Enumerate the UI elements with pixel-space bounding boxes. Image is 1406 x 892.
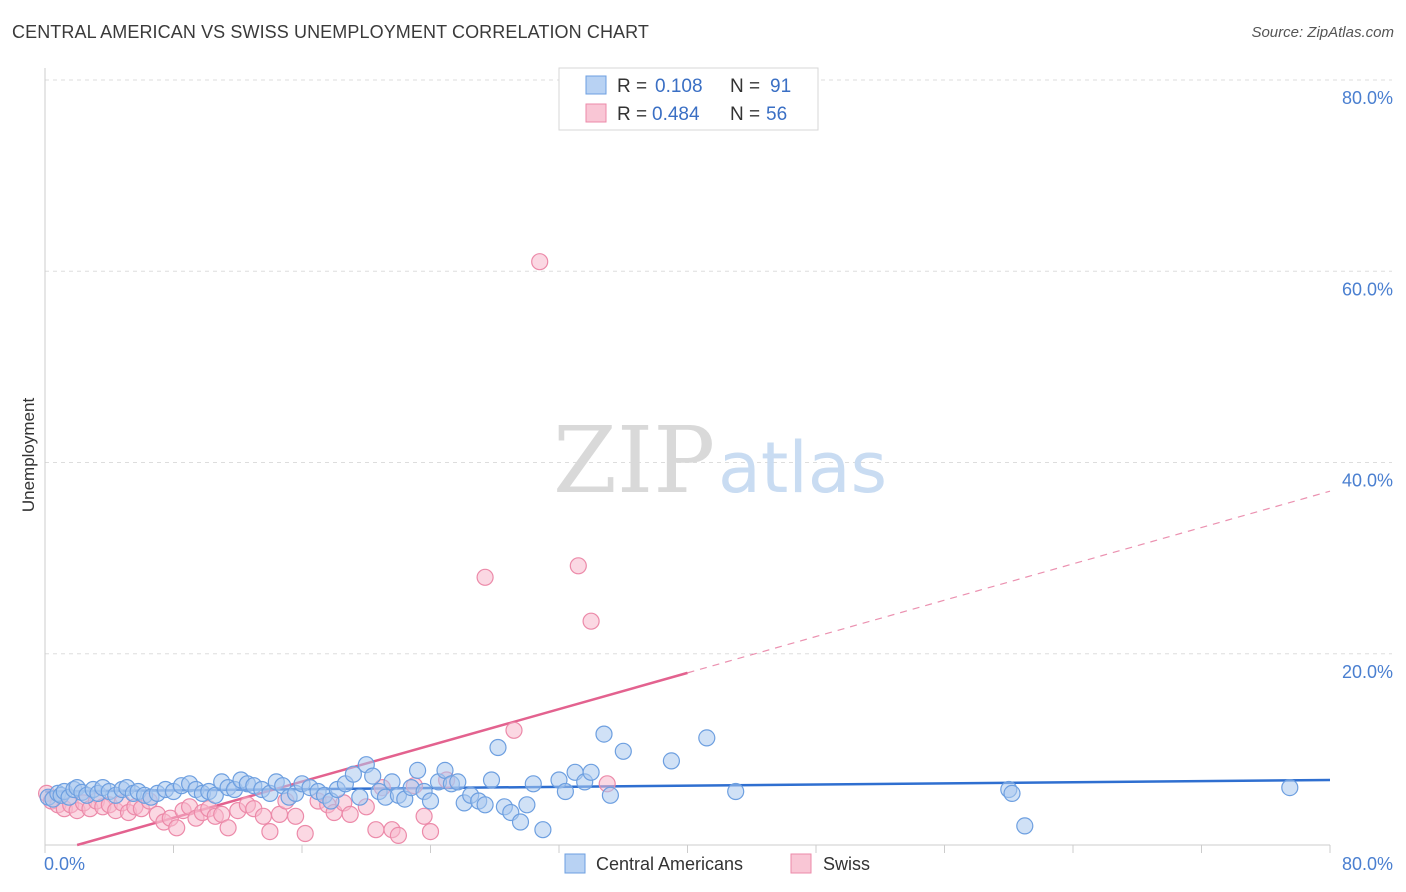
legend-r-label-2: R = — [617, 104, 647, 125]
point-central-americans-49 — [344, 765, 362, 783]
watermark: ZIP atlas — [553, 407, 887, 514]
point-swiss-33 — [261, 822, 279, 841]
series-legend-swatch-central-americans — [564, 853, 586, 874]
y-tick-label-1: 40.0% — [1342, 471, 1393, 491]
legend-r-value-2: 0.484 — [652, 104, 700, 125]
chart-title: CENTRAL AMERICAN VS SWISS UNEMPLOYMENT C… — [12, 22, 650, 42]
x-tick-label-0: 0.0% — [44, 854, 85, 874]
legend-r-label-1: R = — [617, 76, 647, 97]
point-swiss-42 — [341, 805, 359, 824]
point-central-americans-69 — [476, 796, 494, 814]
point-central-americans-79 — [556, 782, 575, 801]
point-central-americans-87 — [698, 729, 716, 747]
point-swiss-55 — [582, 612, 600, 630]
point-central-americans-70 — [482, 771, 501, 789]
point-central-americans-71 — [489, 738, 507, 757]
point-central-americans-74 — [511, 813, 530, 831]
point-central-americans-75 — [518, 796, 536, 814]
point-swiss-53 — [531, 253, 549, 271]
point-central-americans-86 — [662, 752, 681, 770]
point-swiss-54 — [569, 557, 587, 575]
point-swiss-49 — [415, 807, 433, 825]
point-swiss-20 — [168, 819, 186, 837]
point-swiss-52 — [505, 721, 523, 739]
point-swiss-32 — [254, 807, 272, 825]
series-legend: Central Americans Swiss — [564, 853, 870, 874]
point-central-americans-61 — [421, 792, 440, 810]
point-central-americans-84 — [601, 786, 620, 804]
series-legend-swatch-swiss — [790, 853, 812, 874]
point-central-americans-83 — [595, 725, 613, 743]
legend-n-value-2: 56 — [766, 104, 787, 125]
point-swiss-47 — [389, 826, 407, 845]
tick-labels: 20.0% 40.0% 60.0% 80.0% 0.0% 80.0% — [44, 88, 1393, 874]
point-swiss-36 — [287, 807, 305, 825]
legend-swatch-swiss — [585, 103, 607, 123]
point-central-americans-85 — [614, 742, 632, 760]
legend-n-value-1: 91 — [770, 76, 791, 97]
point-central-americans-65 — [449, 773, 467, 791]
stats-legend: R = 0.108 N = 91 R = 0.484 N = 56 — [558, 67, 819, 131]
trend-line-swiss-dashed — [687, 490, 1331, 674]
point-swiss-37 — [296, 824, 314, 843]
legend-swatch-central-americans — [585, 75, 607, 95]
point-central-americans-88 — [727, 782, 745, 801]
point-central-americans-82 — [582, 763, 600, 781]
point-swiss-50 — [421, 822, 440, 841]
legend-r-value-1: 0.108 — [655, 76, 703, 97]
source-credit: Source: ZipAtlas.com — [1251, 24, 1394, 41]
point-central-americans-52 — [364, 767, 382, 785]
point-central-americans-77 — [534, 821, 552, 839]
legend-n-label-1: N = — [730, 76, 760, 97]
y-tick-label-3: 80.0% — [1342, 88, 1393, 108]
watermark-atlas: atlas — [718, 427, 887, 509]
y-axis-label: Unemployment — [19, 398, 38, 513]
series-legend-label-swiss: Swiss — [823, 854, 870, 874]
point-central-americans-59 — [409, 761, 427, 780]
watermark-zip: ZIP — [553, 407, 715, 514]
y-tick-label-2: 60.0% — [1342, 279, 1393, 299]
grid-lines — [45, 79, 1392, 655]
point-central-americans-90 — [1003, 784, 1021, 803]
x-tick-label-1: 80.0% — [1342, 854, 1393, 874]
point-central-americans-50 — [351, 788, 369, 806]
point-swiss-44 — [367, 821, 385, 839]
point-central-americans-91 — [1016, 817, 1034, 835]
point-swiss-28 — [219, 819, 237, 837]
point-central-americans-76 — [524, 775, 542, 793]
point-central-americans-92 — [1281, 778, 1299, 797]
axes — [44, 68, 1331, 853]
data-points — [37, 253, 1299, 845]
point-swiss-51 — [476, 568, 494, 586]
series-legend-label-central-americans: Central Americans — [596, 854, 743, 874]
legend-n-label-2: N = — [730, 104, 760, 125]
y-tick-label-0: 20.0% — [1342, 662, 1393, 682]
